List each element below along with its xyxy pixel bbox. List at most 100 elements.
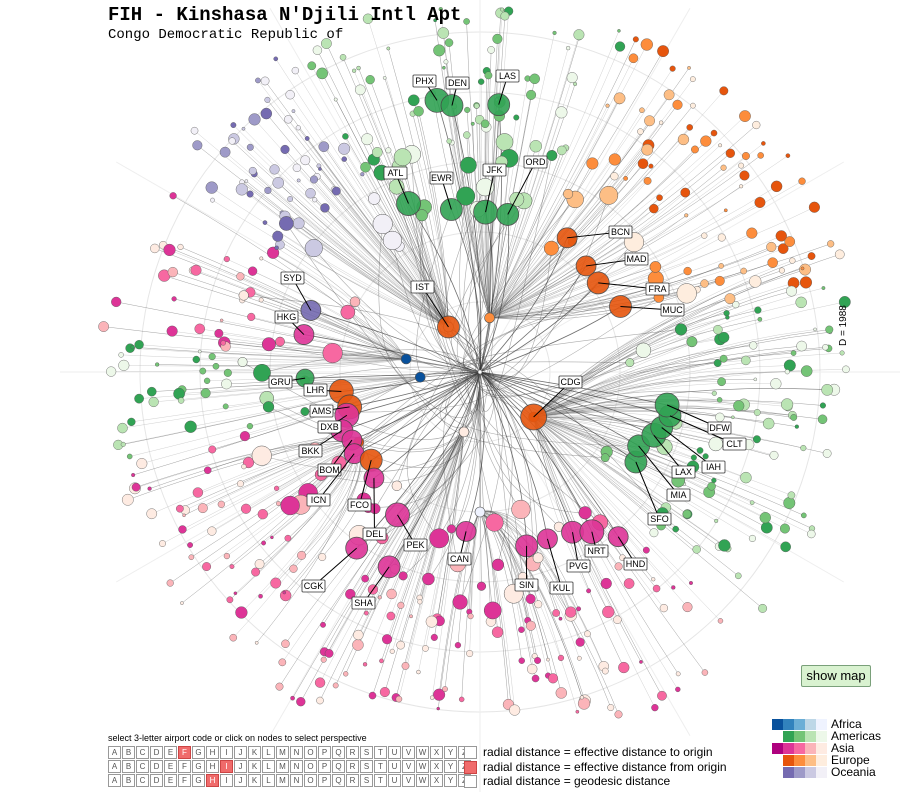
letter-key-i[interactable]: I bbox=[220, 746, 233, 759]
show-map-button[interactable]: show map bbox=[801, 665, 871, 687]
letter-key-v[interactable]: V bbox=[402, 746, 415, 759]
letter-key-m[interactable]: M bbox=[276, 760, 289, 773]
letter-key-c[interactable]: C bbox=[136, 760, 149, 773]
letter-key-e[interactable]: E bbox=[164, 746, 177, 759]
edge bbox=[489, 44, 648, 318]
letter-key-x[interactable]: X bbox=[430, 746, 443, 759]
letter-key-i[interactable]: I bbox=[220, 774, 233, 787]
radio-box[interactable] bbox=[464, 745, 477, 759]
letter-key-g[interactable]: G bbox=[192, 760, 205, 773]
letter-key-k[interactable]: K bbox=[248, 774, 261, 787]
letter-key-p[interactable]: P bbox=[318, 746, 331, 759]
letter-key-q[interactable]: Q bbox=[332, 746, 345, 759]
letter-key-q[interactable]: Q bbox=[332, 760, 345, 773]
leaf-node bbox=[725, 148, 735, 158]
letter-key-r[interactable]: R bbox=[346, 746, 359, 759]
letter-key-o[interactable]: O bbox=[304, 760, 317, 773]
letter-key-r[interactable]: R bbox=[346, 774, 359, 787]
letter-key-t[interactable]: T bbox=[374, 760, 387, 773]
radial-option-to-origin[interactable]: radial distance = effective distance to … bbox=[464, 745, 713, 759]
leaf-node bbox=[740, 267, 747, 275]
letter-key-d[interactable]: D bbox=[150, 774, 163, 787]
letter-key-s[interactable]: S bbox=[360, 760, 373, 773]
letter-key-b[interactable]: B bbox=[122, 774, 135, 787]
letter-key-k[interactable]: K bbox=[248, 760, 261, 773]
letter-key-c[interactable]: C bbox=[136, 774, 149, 787]
leaf-node bbox=[573, 29, 585, 41]
letter-key-a[interactable]: A bbox=[108, 774, 121, 787]
letter-key-u[interactable]: U bbox=[388, 774, 401, 787]
leaf-node bbox=[255, 77, 261, 84]
letter-key-f[interactable]: F bbox=[178, 760, 191, 773]
letter-key-f[interactable]: F bbox=[178, 774, 191, 787]
radio-box[interactable] bbox=[464, 774, 477, 788]
letter-key-s[interactable]: S bbox=[360, 746, 373, 759]
letter-key-b[interactable]: B bbox=[122, 760, 135, 773]
leaf-node bbox=[208, 353, 216, 361]
radial-guide bbox=[269, 8, 481, 373]
edge bbox=[416, 165, 481, 387]
letter-key-d[interactable]: D bbox=[150, 746, 163, 759]
leaf-node bbox=[769, 450, 779, 460]
legend-label: Asia bbox=[831, 741, 855, 755]
letter-key-e[interactable]: E bbox=[164, 774, 177, 787]
leaf-node bbox=[342, 133, 349, 140]
letter-key-m[interactable]: M bbox=[276, 746, 289, 759]
letter-key-x[interactable]: X bbox=[430, 774, 443, 787]
airport-edge bbox=[354, 371, 481, 455]
letter-key-e[interactable]: E bbox=[164, 760, 177, 773]
letter-key-u[interactable]: U bbox=[388, 746, 401, 759]
letter-key-s[interactable]: S bbox=[360, 774, 373, 787]
leaf-node bbox=[464, 106, 471, 113]
radio-box-selected[interactable] bbox=[464, 760, 477, 774]
letter-key-t[interactable]: T bbox=[374, 774, 387, 787]
letter-key-v[interactable]: V bbox=[402, 774, 415, 787]
letter-key-v[interactable]: V bbox=[402, 760, 415, 773]
letter-key-n[interactable]: N bbox=[290, 746, 303, 759]
letter-key-u[interactable]: U bbox=[388, 760, 401, 773]
leaf-node bbox=[443, 59, 449, 65]
letter-key-f[interactable]: F bbox=[178, 746, 191, 759]
letter-key-p[interactable]: P bbox=[318, 760, 331, 773]
letter-key-n[interactable]: N bbox=[290, 760, 303, 773]
letter-key-t[interactable]: T bbox=[374, 746, 387, 759]
letter-key-c[interactable]: C bbox=[136, 746, 149, 759]
letter-key-d[interactable]: D bbox=[150, 760, 163, 773]
letter-key-m[interactable]: M bbox=[276, 774, 289, 787]
letter-key-h[interactable]: H bbox=[206, 746, 219, 759]
letter-key-r[interactable]: R bbox=[346, 760, 359, 773]
letter-key-l[interactable]: L bbox=[262, 774, 275, 787]
letter-key-l[interactable]: L bbox=[262, 760, 275, 773]
letter-key-h[interactable]: H bbox=[206, 774, 219, 787]
label-box bbox=[280, 271, 305, 285]
letter-key-o[interactable]: O bbox=[304, 746, 317, 759]
letter-key-j[interactable]: J bbox=[234, 774, 247, 787]
radial-option-geodesic[interactable]: radial distance = geodesic distance bbox=[464, 774, 670, 788]
letter-key-y[interactable]: Y bbox=[444, 746, 457, 759]
letter-key-j[interactable]: J bbox=[234, 760, 247, 773]
letter-key-w[interactable]: W bbox=[416, 774, 429, 787]
letter-key-o[interactable]: O bbox=[304, 774, 317, 787]
letter-key-k[interactable]: K bbox=[248, 746, 261, 759]
letter-key-h[interactable]: H bbox=[206, 760, 219, 773]
radial-option-from-origin[interactable]: radial distance = effective distance fro… bbox=[464, 760, 727, 774]
letter-key-y[interactable]: Y bbox=[444, 760, 457, 773]
letter-key-p[interactable]: P bbox=[318, 774, 331, 787]
leaf-node bbox=[651, 577, 656, 582]
letter-key-n[interactable]: N bbox=[290, 774, 303, 787]
letter-key-q[interactable]: Q bbox=[332, 774, 345, 787]
letter-key-w[interactable]: W bbox=[416, 760, 429, 773]
letter-key-x[interactable]: X bbox=[430, 760, 443, 773]
letter-key-g[interactable]: G bbox=[192, 746, 205, 759]
letter-key-i[interactable]: I bbox=[220, 760, 233, 773]
letter-key-y[interactable]: Y bbox=[444, 774, 457, 787]
letter-key-g[interactable]: G bbox=[192, 774, 205, 787]
letter-key-a[interactable]: A bbox=[108, 746, 121, 759]
leaf-node bbox=[715, 412, 725, 422]
letter-key-w[interactable]: W bbox=[416, 746, 429, 759]
letter-key-b[interactable]: B bbox=[122, 746, 135, 759]
letter-key-a[interactable]: A bbox=[108, 760, 121, 773]
letter-key-l[interactable]: L bbox=[262, 746, 275, 759]
edge bbox=[413, 100, 449, 327]
letter-key-j[interactable]: J bbox=[234, 746, 247, 759]
